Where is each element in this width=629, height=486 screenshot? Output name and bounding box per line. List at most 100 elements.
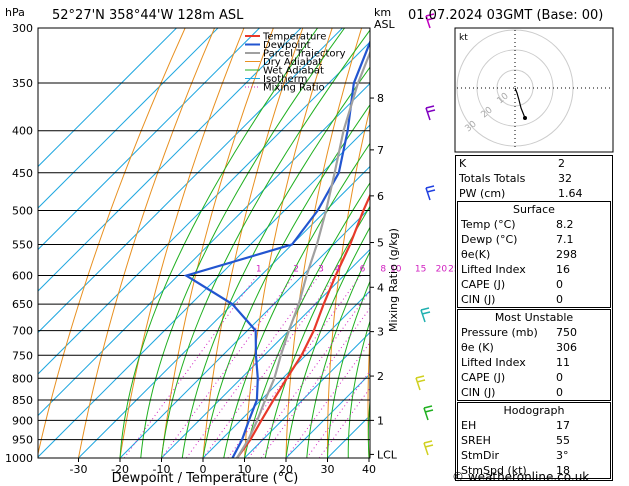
surface-row: Temp (°C) 8.2 xyxy=(458,217,610,232)
mu-row: CIN (J) 0 xyxy=(458,385,610,400)
isotherm-line xyxy=(38,28,177,168)
hodo-box: Hodograph EH 17 SREH 55 StmDir 3° StmSpd (kt) 1… xyxy=(457,402,611,479)
mu-label: Pressure (mb) xyxy=(461,326,538,339)
legend-entry: Parcel Trajectory xyxy=(263,49,346,60)
hodo-kt-label: kt xyxy=(459,33,468,43)
mu-label: CIN (J) xyxy=(461,386,496,399)
isotherm-line xyxy=(38,28,260,251)
y2-axis-title: Mixing Ratio (g/kg) xyxy=(387,228,400,332)
mixing-ratio-line xyxy=(185,275,320,458)
mu-title: Most Unstable xyxy=(494,311,574,324)
surface-value: 0 xyxy=(556,293,563,306)
mixing-ratio-label: 3 xyxy=(318,265,324,275)
hodo-trace xyxy=(514,87,526,119)
pressure-tick-label: 900 xyxy=(12,414,33,427)
surface-value: 8.2 xyxy=(556,218,574,231)
mu-row: CAPE (J) 0 xyxy=(458,370,610,385)
pressure-tick-label: 700 xyxy=(12,325,33,338)
legend-entry: Isotherm xyxy=(263,74,307,85)
asl-label: ASL xyxy=(374,18,396,31)
mixing-ratio-label: 2 xyxy=(293,265,299,275)
x-tick-label: 30 xyxy=(321,463,335,476)
x-tick-label: 40 xyxy=(362,463,376,476)
pw-row: PW (cm) 1.64 xyxy=(456,186,612,201)
isotherm-line xyxy=(38,28,219,209)
km-tick-label: 2 xyxy=(377,370,384,383)
mixing-ratio-label: 25 xyxy=(448,265,459,275)
wind-barb xyxy=(423,440,434,456)
temperature-series xyxy=(236,193,370,458)
wind-barb xyxy=(425,105,436,121)
pressure-tick-label: 550 xyxy=(12,238,33,251)
tt-label: Totals Totals xyxy=(459,172,526,185)
isotherm-line xyxy=(285,373,370,458)
x-tick-label: -10 xyxy=(153,463,171,476)
mixing-ratio-label: 4 xyxy=(335,265,341,275)
mu-value: 11 xyxy=(556,356,570,369)
legend-entry: Wet Adiabat xyxy=(263,66,324,77)
pw-label: PW (cm) xyxy=(459,187,506,200)
mixing-ratio-line xyxy=(318,387,370,458)
pressure-tick-label: 600 xyxy=(12,270,33,283)
km-tick-label: 1 xyxy=(377,414,384,427)
x-tick-label: 0 xyxy=(200,463,207,476)
surface-row: θe(K) 298 xyxy=(458,247,610,262)
km-tick-label: 4 xyxy=(377,281,384,294)
mixing-ratio-line xyxy=(260,307,370,458)
mixing-ratio-line xyxy=(123,275,258,458)
pressure-tick-label: 300 xyxy=(12,22,33,35)
hodo-row: SREH 55 xyxy=(458,433,610,448)
wind-barb xyxy=(425,13,436,29)
dry-adiabat-line xyxy=(38,28,186,456)
location-title: 52°27'N 358°44'W 128m ASL xyxy=(52,8,244,23)
mu-value: 0 xyxy=(556,386,563,399)
mu-value: 0 xyxy=(556,371,563,384)
datetime-title: 01.07.2024 03GMT (Base: 00) xyxy=(408,8,604,23)
legend-entry: Dry Adiabat xyxy=(263,57,322,68)
pressure-tick-label: 450 xyxy=(12,167,33,180)
mixing-ratio-line xyxy=(285,341,370,458)
hodo-value: 17 xyxy=(556,419,570,432)
hodo-storm-dot xyxy=(523,116,527,120)
mixing-ratio-line xyxy=(306,370,370,458)
isotherm-line xyxy=(119,207,370,458)
legend-entry: Dewpoint xyxy=(263,40,311,51)
surface-label: θe(K) xyxy=(461,248,491,261)
x-axis-title: Dewpoint / Temperature (°C) xyxy=(112,471,299,486)
hodo-title: Hodograph xyxy=(503,404,565,417)
x-tick-label: 10 xyxy=(238,463,252,476)
surface-row: Dewp (°C) 7.1 xyxy=(458,232,610,247)
isotherm-line xyxy=(38,28,302,292)
copyright-footer: © weatheronline.co.uk xyxy=(452,470,590,484)
mixing-ratio-label: 1 xyxy=(256,265,262,275)
surface-value: 16 xyxy=(556,263,570,276)
legend-entry: Temperature xyxy=(262,32,326,43)
legend-entry: Mixing Ratio xyxy=(263,83,325,94)
x-tick-label: -20 xyxy=(111,463,129,476)
surface-value: 7.1 xyxy=(556,233,574,246)
hodo-row: EH 17 xyxy=(458,418,610,433)
pressure-tick-label: 850 xyxy=(12,394,33,407)
hodo-value: 55 xyxy=(556,434,570,447)
km-tick-label: 8 xyxy=(377,92,384,105)
tt-value: 32 xyxy=(558,172,572,185)
surface-label: CAPE (J) xyxy=(461,278,506,291)
surface-box: Surface Temp (°C) 8.2 Dewp (°C) 7.1 θe(K) 298… xyxy=(457,201,611,308)
pressure-tick-label: 750 xyxy=(12,349,33,362)
mu-label: CAPE (J) xyxy=(461,371,506,384)
pressure-tick-label: 800 xyxy=(12,372,33,385)
km-tick-label: 7 xyxy=(377,144,384,157)
pressure-tick-label: 950 xyxy=(12,434,33,447)
surface-row: Lifted Index 16 xyxy=(458,262,610,277)
mixing-ratio-label: 8 xyxy=(380,265,386,275)
isotherm-line xyxy=(244,331,370,458)
pressure-tick-label: 400 xyxy=(12,125,33,138)
pressure-tick-label: 650 xyxy=(12,298,33,311)
hodograph: kt 10 20 30 xyxy=(454,27,614,153)
km-tick-label: 5 xyxy=(377,237,384,250)
surface-label: Lifted Index xyxy=(461,263,526,276)
hodo-row: StmSpd (kt) 18 xyxy=(458,463,610,478)
mixing-ratio-line xyxy=(161,275,295,458)
dewpoint-series xyxy=(183,39,370,458)
